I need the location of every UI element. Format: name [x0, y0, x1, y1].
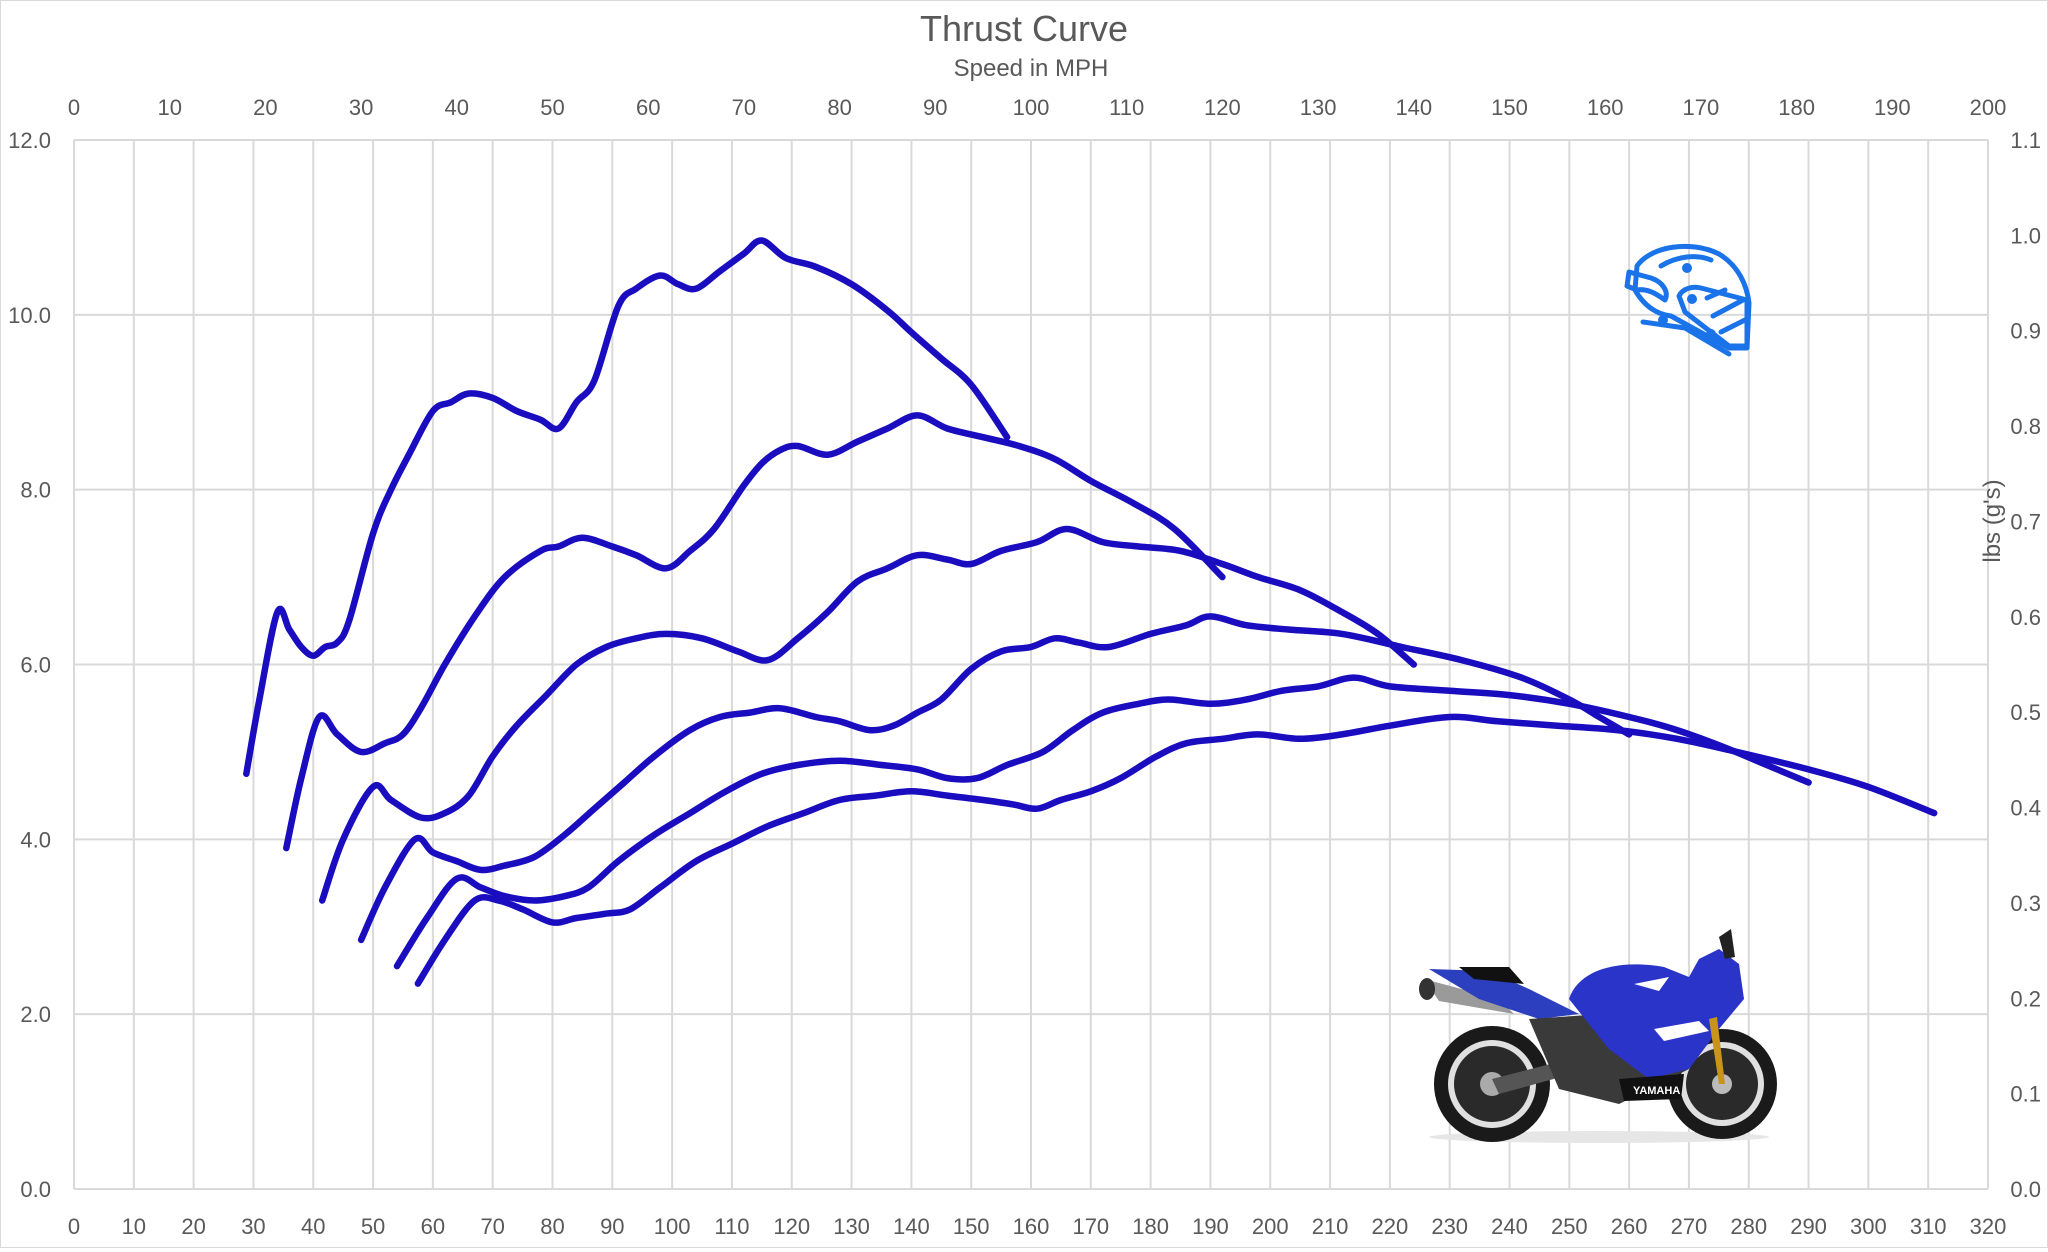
- x2-tick-label: 10: [157, 95, 181, 120]
- y2-tick-label: 0.0: [2010, 1177, 2041, 1202]
- y-tick-label: 6.0: [20, 653, 51, 678]
- y2-tick-label: 0.9: [2010, 319, 2041, 344]
- x2-tick-label: 50: [540, 95, 564, 120]
- x-tick-label: 120: [773, 1214, 810, 1239]
- x-tick-label: 130: [833, 1214, 870, 1239]
- x-tick-label: 230: [1431, 1214, 1468, 1239]
- x-tick-label: 170: [1072, 1214, 1109, 1239]
- x-tick-label: 250: [1551, 1214, 1588, 1239]
- x2-tick-label: 80: [827, 95, 851, 120]
- x-tick-label: 40: [301, 1214, 325, 1239]
- right-axis-title: lbs (g's): [1979, 479, 2006, 562]
- series-line-gear-1: [243, 237, 1011, 778]
- x-tick-label: 20: [181, 1214, 205, 1239]
- x-tick-label: 30: [241, 1214, 265, 1239]
- x-tick-label: 70: [480, 1214, 504, 1239]
- y2-tick-label: 0.2: [2010, 986, 2041, 1011]
- x-tick-label: 320: [1970, 1214, 2007, 1239]
- x2-tick-label: 160: [1587, 95, 1624, 120]
- x2-tick-label: 120: [1204, 95, 1241, 120]
- x-tick-label: 280: [1730, 1214, 1767, 1239]
- x-tick-label: 80: [540, 1214, 564, 1239]
- x-tick-label: 160: [1013, 1214, 1050, 1239]
- x-tick-label: 210: [1312, 1214, 1349, 1239]
- y2-tick-label: 0.4: [2010, 796, 2041, 821]
- x-tick-label: 220: [1372, 1214, 1409, 1239]
- y-tick-label: 8.0: [20, 478, 51, 503]
- motorcycle-image: YAMAHA: [1419, 929, 1777, 1143]
- x-tick-label: 140: [893, 1214, 930, 1239]
- x2-tick-label: 140: [1395, 95, 1432, 120]
- y2-tick-label: 1.0: [2010, 223, 2041, 248]
- y2-tick-label: 0.3: [2010, 891, 2041, 916]
- x-tick-label: 270: [1671, 1214, 1708, 1239]
- x-tick-label: 0: [68, 1214, 80, 1239]
- x2-tick-label: 100: [1013, 95, 1050, 120]
- x-tick-label: 260: [1611, 1214, 1648, 1239]
- series-line-gear-2: [283, 412, 1226, 852]
- motorcycle-brand-text: YAMAHA: [1633, 1085, 1680, 1097]
- x2-tick-label: 170: [1683, 95, 1720, 120]
- x2-tick-label: 20: [253, 95, 277, 120]
- y-tick-label: 2.0: [20, 1002, 51, 1027]
- x2-tick-label: 90: [923, 95, 947, 120]
- x-tick-label: 100: [654, 1214, 691, 1239]
- x2-tick-label: 60: [636, 95, 660, 120]
- y-tick-label: 0.0: [20, 1177, 51, 1202]
- x-tick-label: 300: [1850, 1214, 1887, 1239]
- x2-tick-label: 200: [1970, 95, 2007, 120]
- bottom-axis-ticks: 0 10 20 30 40 50 60 70 80 90 100 110 120 130 140 150 160…: [68, 1214, 2006, 1239]
- thrust-series: [243, 237, 1938, 987]
- x-tick-label: 50: [361, 1214, 385, 1239]
- top-axis-ticks: 0 10 20 30 40 50 60 70 80 90 100 110 120 130 140 150 160…: [68, 95, 2006, 120]
- y2-tick-label: 0.6: [2010, 605, 2041, 630]
- x-tick-label: 10: [122, 1214, 146, 1239]
- x-tick-label: 290: [1790, 1214, 1827, 1239]
- x2-tick-label: 110: [1109, 95, 1144, 120]
- helmet-icon: [1624, 243, 1752, 357]
- x2-tick-label: 40: [445, 95, 469, 120]
- y2-tick-label: 0.1: [2010, 1082, 2041, 1107]
- x2-tick-label: 130: [1300, 95, 1337, 120]
- x-tick-label: 150: [953, 1214, 990, 1239]
- x2-tick-label: 0: [68, 95, 80, 120]
- series-line-gear-3: [318, 525, 1418, 904]
- series-line-gear-5: [393, 674, 1812, 970]
- x2-tick-label: 180: [1778, 95, 1815, 120]
- chart-title: Thrust Curve: [920, 8, 1128, 49]
- y-tick-label: 12.0: [8, 128, 51, 153]
- x2-tick-label: 190: [1874, 95, 1911, 120]
- left-axis-ticks: 0.0 2.0 4.0 6.0 8.0 10.0 12.0: [8, 128, 51, 1202]
- x-tick-label: 60: [421, 1214, 445, 1239]
- y2-tick-label: 0.7: [2010, 509, 2041, 534]
- top-axis-title: Speed in MPH: [954, 55, 1109, 82]
- y2-tick-label: 0.5: [2010, 700, 2041, 725]
- y2-tick-label: 1.1: [2010, 128, 2041, 153]
- right-axis-ticks: 0.0 0.1 0.2 0.3 0.4 0.5 0.6 0.7 0.8 0.9 1.0 1.1: [2010, 128, 2041, 1202]
- series-line-gear-6: [414, 713, 1938, 987]
- y2-tick-label: 0.8: [2010, 414, 2041, 439]
- x-tick-label: 310: [1910, 1214, 1947, 1239]
- x-tick-label: 190: [1192, 1214, 1229, 1239]
- x2-tick-label: 70: [732, 95, 756, 120]
- x-tick-label: 110: [714, 1214, 749, 1239]
- x-tick-label: 90: [600, 1214, 624, 1239]
- x2-tick-label: 150: [1491, 95, 1528, 120]
- x-tick-label: 240: [1491, 1214, 1528, 1239]
- y-tick-label: 4.0: [20, 827, 51, 852]
- x-tick-label: 180: [1132, 1214, 1169, 1239]
- x2-tick-label: 30: [349, 95, 373, 120]
- x-tick-label: 200: [1252, 1214, 1289, 1239]
- y-tick-label: 10.0: [8, 303, 51, 328]
- series-line-gear-4: [357, 613, 1633, 944]
